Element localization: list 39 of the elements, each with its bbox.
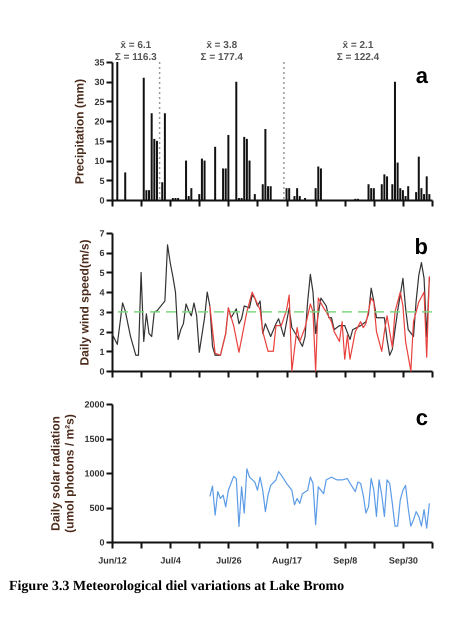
x-tick-label: Sep/30	[388, 556, 418, 566]
caption: Figure 3.3 Meteorological diel variations at Lake Bromo	[8, 579, 344, 594]
y-tick-label: 3	[99, 307, 104, 318]
y-tick-label: 30	[94, 77, 104, 88]
y-tick-label: 2000	[84, 400, 104, 410]
y-tick-label: 20	[94, 116, 104, 127]
x-tick-label: Jun/12	[98, 556, 127, 566]
x-tick-label: Aug/17	[272, 556, 302, 566]
y-tick-label: 1500	[84, 434, 104, 444]
annotation: x̄ = 6.1 Σ = 116.3	[114, 40, 158, 63]
y-tick-label: 1	[99, 346, 104, 357]
y-tick-label: 15	[94, 136, 104, 146]
y-tick-label: 0	[99, 538, 104, 548]
annotation: a	[416, 63, 429, 88]
y-tick-label: 7	[99, 228, 104, 238]
y-axis-title: Precipitation (mm)	[72, 78, 86, 184]
y-tick-label: 4	[99, 288, 104, 298]
annotation: x̄ = 3.8 Σ = 177.4	[200, 40, 244, 63]
x-tick-label: Sep/8	[333, 556, 358, 566]
x-tick-label: Jul/4	[160, 556, 181, 566]
annotation: c	[416, 405, 428, 430]
y-tick-label: 0	[99, 366, 104, 376]
y-tick-label: 6	[99, 248, 104, 258]
y-tick-label: 500	[89, 503, 104, 513]
x-tick-label: Jul/26	[216, 556, 242, 566]
y-tick-label: 0	[99, 196, 104, 206]
y-tick-label: 10	[94, 156, 104, 166]
y-axis-title: Daily wind speed(m/s)	[77, 239, 92, 366]
line-series	[209, 276, 430, 372]
annotation: x̄ = 2.1 Σ = 122.4	[336, 40, 380, 63]
y-tick-label: 1000	[84, 468, 104, 478]
y-tick-label: 2	[99, 327, 104, 338]
y-tick-label: 5	[99, 268, 104, 278]
annotation: b	[414, 234, 428, 259]
y-tick-label: 5	[99, 176, 104, 186]
y-tick-label: 25	[94, 96, 104, 107]
y-axis-title: Daily solar radiation (umol photons / m²s)	[48, 414, 76, 533]
y-tick-label: 35	[94, 58, 104, 68]
line-series	[209, 468, 430, 529]
